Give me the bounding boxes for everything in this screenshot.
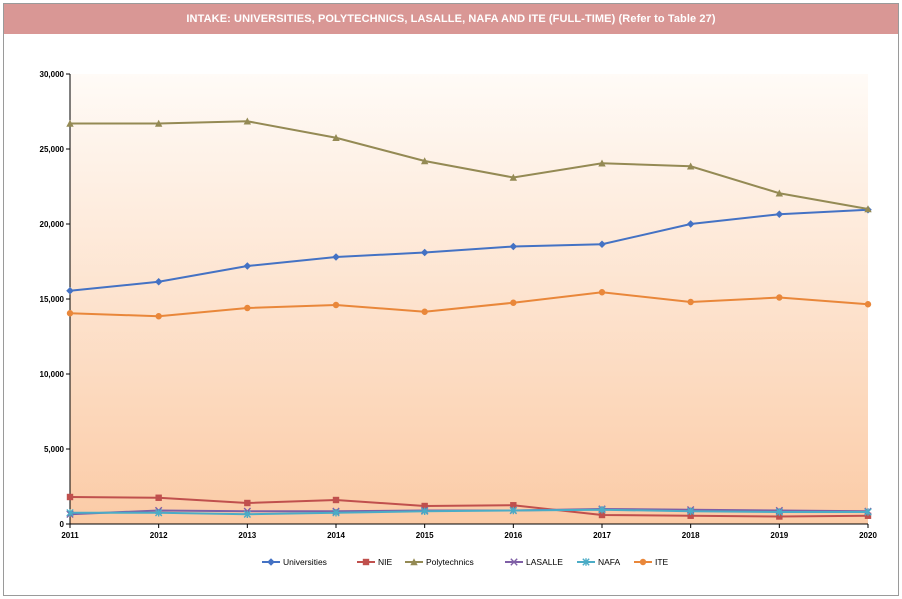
y-tick-label: 30,000: [40, 70, 65, 79]
series-line-polytechnics: [70, 120, 869, 210]
data-point-polytechnics: [66, 119, 74, 127]
data-point-ite: [510, 299, 517, 306]
data-point-nafa: [686, 507, 695, 515]
data-point-polytechnics: [154, 119, 163, 127]
x-tick-label: 2017: [593, 531, 611, 540]
y-tick-label: 5,000: [44, 445, 65, 454]
series-line-nie: [69, 496, 869, 518]
x-tick-label: 2014: [327, 531, 345, 540]
data-point-universities: [332, 253, 340, 261]
data-point-ite: [155, 313, 162, 320]
legend-marker-nafa: [582, 558, 590, 566]
x-tick-label: 2013: [238, 531, 256, 540]
data-point-ite: [66, 310, 74, 317]
data-point-nie: [244, 499, 251, 507]
series-line-ite: [69, 291, 869, 318]
data-point-universities: [420, 248, 429, 257]
x-tick-label: 2020: [859, 531, 877, 540]
data-point-ite: [776, 294, 783, 301]
series-ite: [66, 289, 872, 320]
data-point-universities: [243, 262, 252, 270]
x-tick-label: 2012: [150, 531, 168, 540]
data-point-polytechnics: [332, 134, 340, 141]
data-point-nie: [332, 496, 340, 504]
x-tick-label: 2019: [770, 531, 788, 540]
data-point-ite: [332, 301, 340, 309]
data-point-nie: [776, 513, 783, 520]
data-point-nafa: [420, 507, 429, 515]
data-point-universities: [509, 242, 518, 251]
x-tick-label: 2016: [504, 531, 522, 540]
data-point-nie: [864, 512, 872, 519]
x-tick-label: 2011: [61, 531, 79, 540]
data-point-nafa: [243, 510, 252, 518]
series-polytechnics: [66, 117, 872, 213]
legend-marker-polytechnics: [410, 558, 418, 566]
data-point-polytechnics: [598, 159, 606, 167]
series-nie: [66, 493, 872, 520]
y-tick-label: 20,000: [40, 220, 65, 229]
legend-label-nie: NIE: [378, 557, 393, 567]
legend-label-lasalle: LASALLE: [526, 557, 563, 567]
legend-entry-polytechnics: Polytechnics: [405, 557, 474, 567]
legend-marker-nie: [362, 558, 370, 566]
x-tick-label: 2015: [416, 531, 434, 540]
x-tick-label: 2018: [682, 531, 700, 540]
series-line-universities: [69, 208, 869, 292]
chart-title-banner: INTAKE: UNIVERSITIES, POLYTECHNICS, LASA…: [4, 4, 898, 34]
legend-label-nafa: NAFA: [598, 557, 621, 567]
series-line-nafa: [70, 508, 868, 516]
data-point-polytechnics: [775, 189, 784, 197]
data-point-ite: [598, 289, 606, 296]
data-point-nafa: [509, 506, 518, 515]
data-point-polytechnics: [420, 157, 429, 165]
data-point-nafa: [775, 508, 784, 516]
legend-marker-universities: [267, 558, 275, 566]
legend-marker-ite: [639, 558, 647, 566]
data-point-nie: [155, 494, 162, 501]
data-point-nie: [66, 493, 74, 501]
data-point-ite: [421, 308, 428, 315]
legend-label-ite: ITE: [655, 557, 669, 567]
legend-label-universities: Universities: [283, 557, 327, 567]
legend-entry-ite: ITE: [634, 557, 669, 567]
data-point-nafa: [66, 509, 74, 517]
data-point-nafa: [154, 509, 163, 517]
data-point-nafa: [864, 508, 872, 516]
y-tick-label: 15,000: [40, 295, 65, 304]
chart-title: INTAKE: UNIVERSITIES, POLYTECHNICS, LASA…: [186, 13, 716, 25]
legend-entry-nafa: NAFA: [577, 557, 621, 567]
legend-entry-nie: NIE: [357, 557, 393, 567]
data-point-nie: [687, 512, 694, 519]
data-point-universities: [686, 220, 695, 228]
data-point-universities: [66, 286, 74, 295]
data-point-polytechnics: [686, 162, 695, 170]
data-point-ite: [244, 304, 251, 312]
data-point-polytechnics: [509, 173, 518, 181]
y-tick-label: 25,000: [40, 145, 65, 154]
data-point-polytechnics: [864, 205, 872, 213]
data-point-universities: [598, 240, 606, 249]
data-point-universities: [775, 210, 784, 219]
series-universities: [66, 205, 872, 295]
data-point-polytechnics: [243, 117, 252, 125]
data-point-ite: [864, 301, 872, 308]
legend-label-polytechnics: Polytechnics: [426, 557, 474, 567]
data-point-ite: [687, 298, 694, 306]
y-tick-label: 10,000: [40, 370, 65, 379]
data-point-nafa: [598, 506, 606, 514]
data-point-nie: [598, 511, 606, 519]
legend-marker-lasalle: [510, 558, 518, 566]
series-nafa: [66, 506, 872, 518]
legend-entry-universities: Universities: [262, 557, 327, 567]
legend-entry-lasalle: LASALLE: [505, 557, 563, 567]
data-point-nie: [421, 502, 428, 510]
data-point-nie: [510, 502, 517, 509]
data-point-universities: [154, 277, 163, 286]
data-point-nafa: [332, 509, 340, 517]
y-tick-label: 0: [60, 520, 65, 529]
